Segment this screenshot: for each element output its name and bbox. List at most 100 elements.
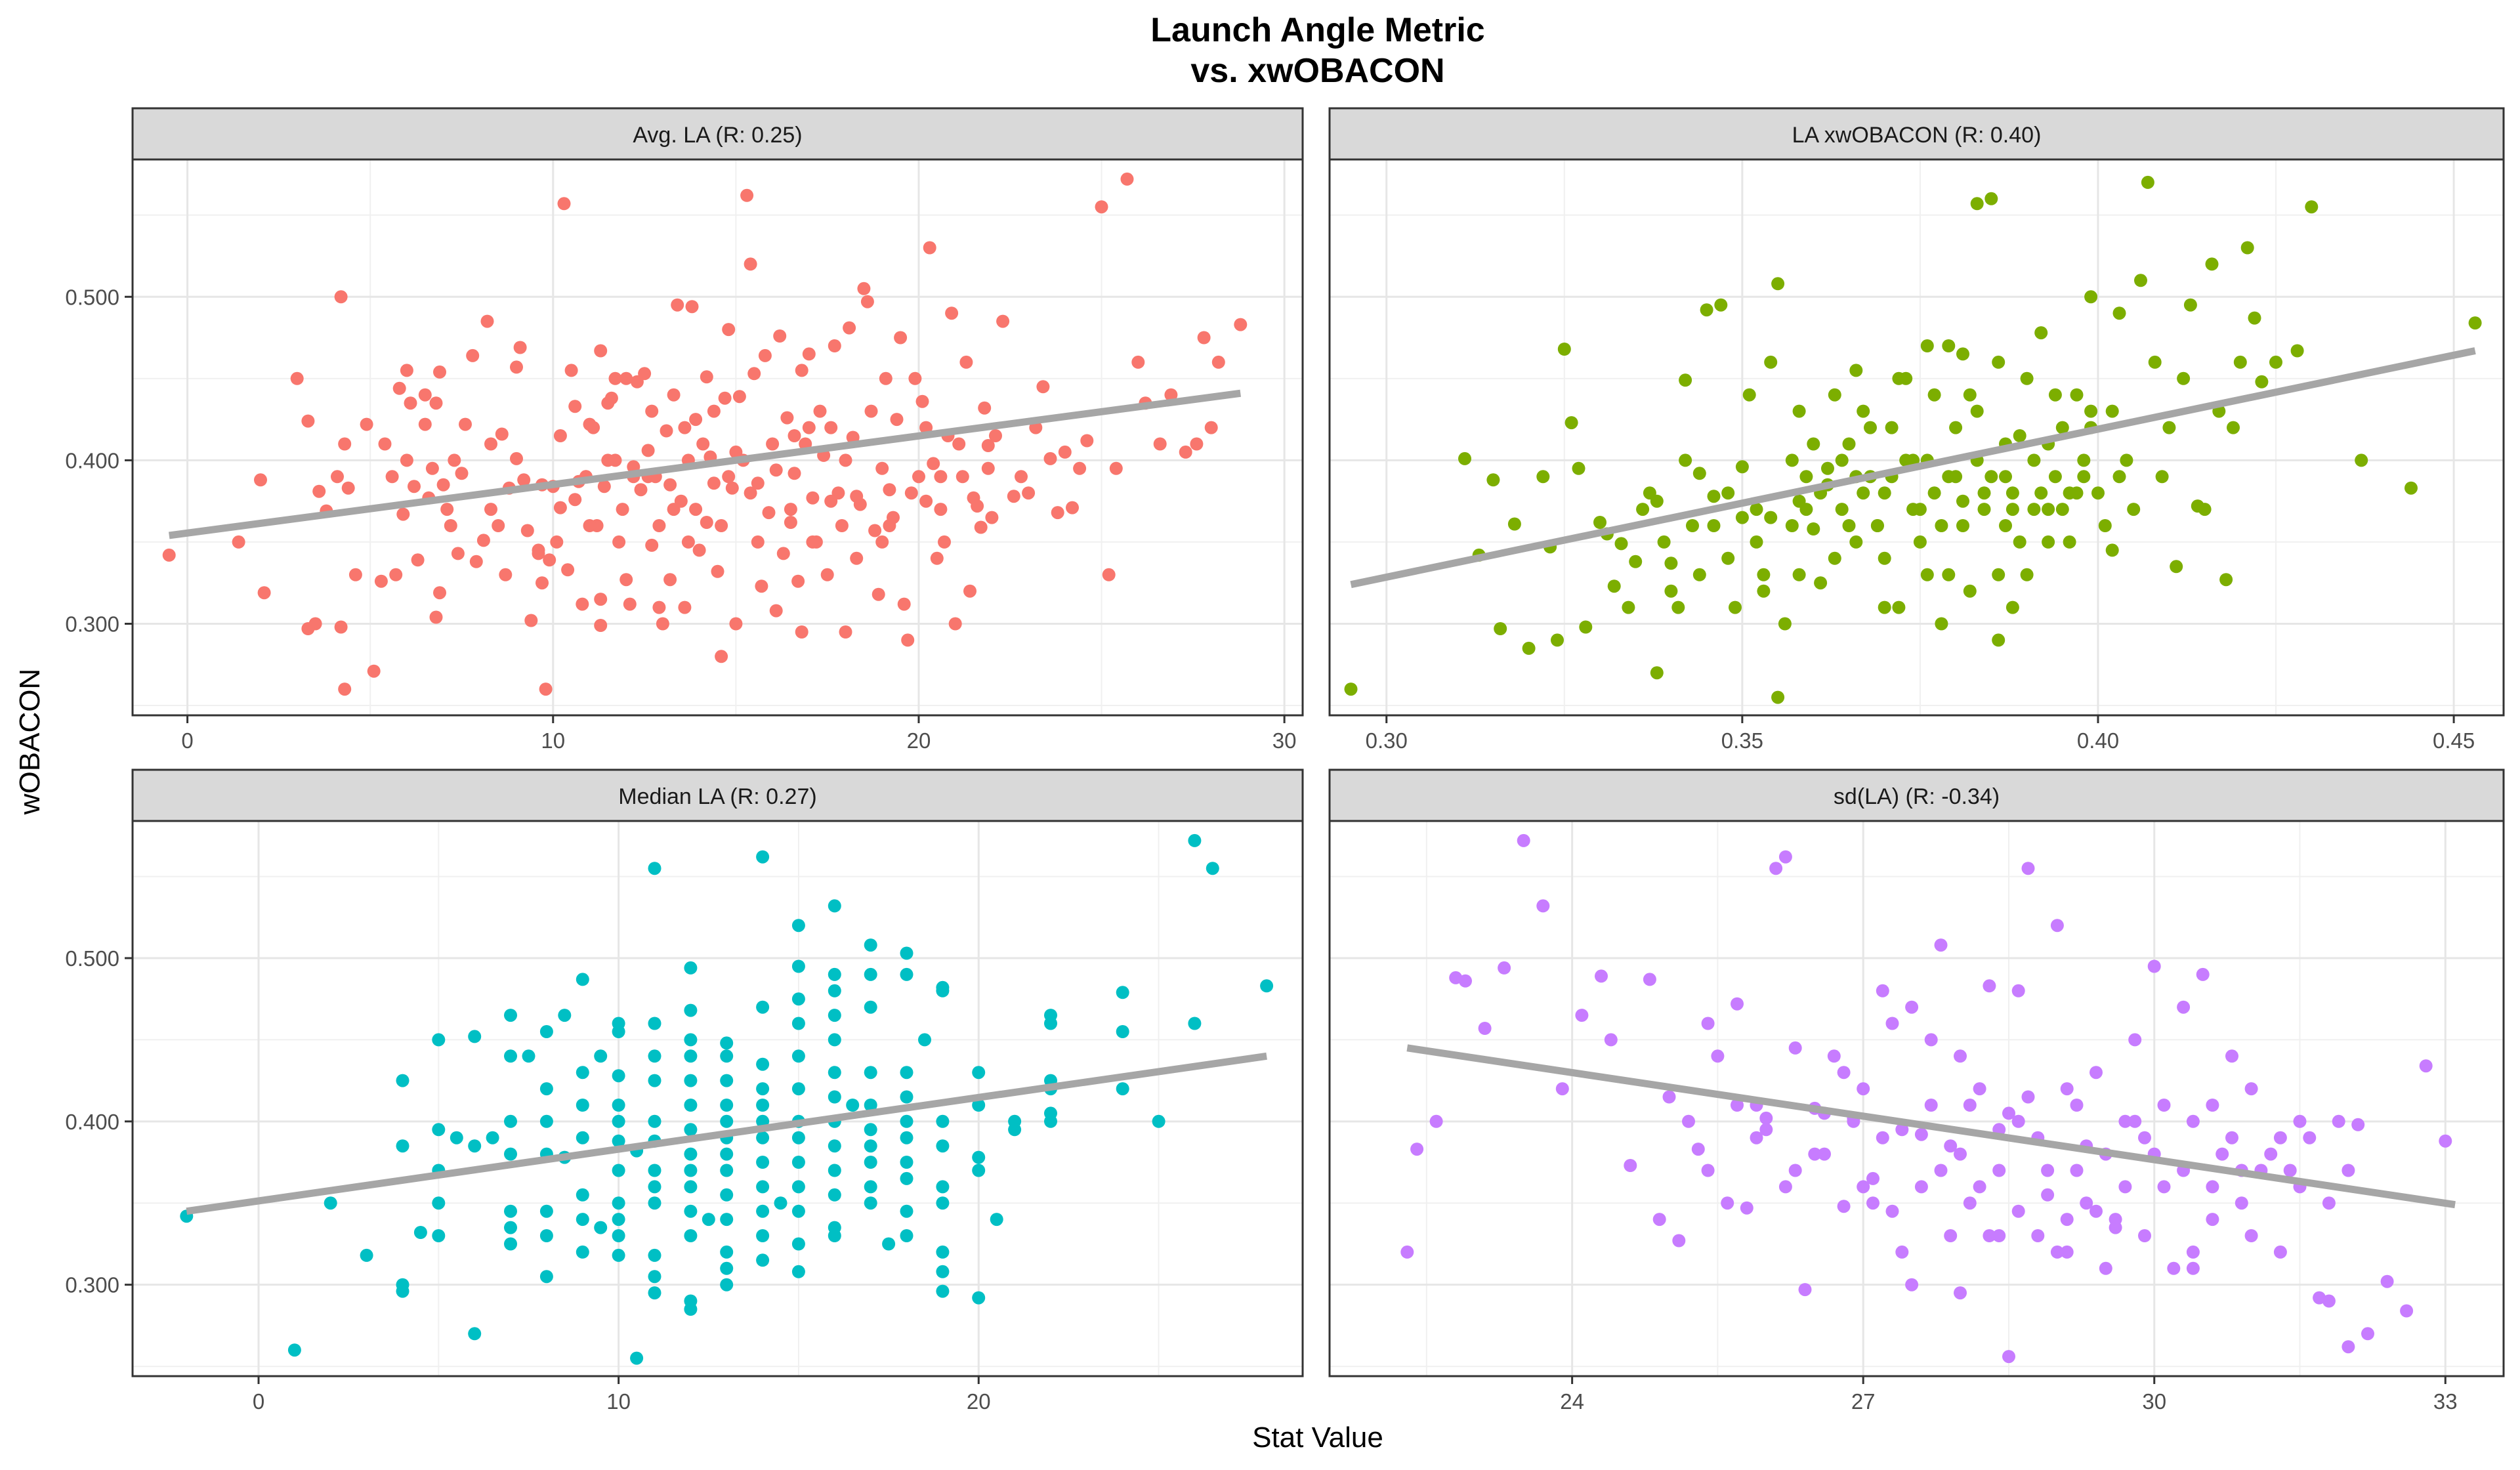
data-point: [648, 1017, 662, 1030]
data-point: [418, 388, 432, 402]
data-point: [883, 519, 896, 532]
data-point: [444, 519, 457, 532]
data-point: [1977, 503, 1991, 516]
data-point: [2077, 453, 2091, 467]
data-point: [2013, 535, 2026, 549]
data-point: [1992, 1229, 2006, 1242]
data-point: [2273, 1245, 2287, 1259]
facet-panel-1: Avg. LA (R: 0.25) 0 10 20 30 0.300 0.400 0.500: [65, 107, 1304, 753]
data-point: [1944, 1229, 1958, 1242]
data-point: [729, 617, 743, 631]
data-point: [720, 1074, 734, 1087]
data-point: [1956, 494, 1969, 508]
data-point: [864, 967, 877, 981]
data-point: [936, 1245, 950, 1259]
data-point: [504, 1009, 517, 1022]
data-point: [2183, 298, 2197, 312]
data-point: [791, 919, 805, 933]
data-point: [2216, 1147, 2229, 1161]
data-point: [1735, 460, 1749, 474]
data-point: [612, 1213, 625, 1227]
data-point: [466, 348, 480, 362]
data-point: [385, 470, 399, 484]
data-point: [543, 553, 556, 567]
data-point: [1983, 979, 1996, 993]
data-point: [1188, 833, 1202, 847]
data-point: [1095, 200, 1108, 214]
data-point: [1131, 355, 1145, 369]
data-point: [684, 1074, 698, 1087]
data-point: [1973, 1082, 1986, 1096]
data-point: [2148, 355, 2162, 369]
data-point: [564, 364, 578, 377]
data-point: [334, 290, 348, 304]
data-point: [1494, 622, 1507, 635]
data-point: [936, 1114, 950, 1128]
data-point: [2034, 486, 2048, 500]
data-point: [1657, 535, 1671, 549]
data-point: [1116, 1025, 1129, 1038]
data-point: [568, 400, 582, 413]
data-point: [1536, 899, 1550, 913]
panel-border: [131, 820, 1304, 1377]
data-point: [524, 614, 538, 627]
chart-title-line-2: vs. xwOBACON: [1190, 52, 1444, 90]
data-point: [1073, 461, 1087, 475]
data-point: [684, 1180, 698, 1194]
data-point: [671, 298, 684, 312]
data-point: [1954, 1049, 1967, 1063]
data-point: [1935, 617, 1948, 631]
data-point: [1857, 404, 1870, 418]
data-point: [663, 478, 677, 492]
data-point: [900, 1229, 914, 1242]
data-point: [2013, 429, 2026, 442]
panel-background: [1330, 159, 2504, 715]
data-point: [725, 481, 739, 495]
data-point: [1692, 568, 1706, 581]
data-point: [2011, 984, 2025, 998]
data-point: [824, 494, 838, 508]
data-point: [791, 1156, 805, 1169]
data-point: [1927, 388, 1941, 402]
data-point: [1924, 1033, 1938, 1047]
data-point: [504, 1221, 517, 1234]
data-point: [879, 371, 892, 385]
data-point: [459, 417, 472, 431]
data-point: [1036, 380, 1050, 394]
data-point: [1614, 537, 1628, 551]
data-point: [900, 1090, 914, 1104]
data-point: [1234, 318, 1248, 331]
data-point: [934, 503, 948, 516]
data-point: [612, 1196, 625, 1210]
data-point: [936, 984, 950, 998]
x-tick-label: 0.40: [2077, 728, 2119, 753]
data-point: [702, 1213, 715, 1227]
data-point: [594, 1049, 608, 1063]
data-point: [232, 535, 245, 549]
data-point: [374, 574, 388, 588]
data-point: [756, 1057, 770, 1071]
chart-title-line-1: Launch Angle Metric: [1150, 11, 1484, 49]
data-point: [820, 568, 834, 581]
data-point: [684, 1229, 698, 1242]
data-point: [769, 604, 783, 618]
data-point: [857, 282, 871, 295]
data-point: [418, 417, 432, 431]
data-point: [2255, 375, 2269, 388]
data-point: [938, 535, 951, 549]
data-point: [616, 503, 629, 516]
data-point: [468, 1030, 482, 1043]
data-point: [312, 484, 326, 498]
data-point: [788, 429, 801, 442]
data-point: [1992, 568, 2006, 581]
data-point: [930, 551, 944, 565]
data-point: [780, 411, 794, 425]
data-point: [1942, 568, 1956, 581]
data-point: [1682, 1114, 1695, 1128]
data-point: [2283, 1164, 2297, 1177]
data-point: [612, 1134, 625, 1148]
data-point: [648, 1196, 662, 1210]
data-point: [1798, 1283, 1812, 1297]
data-point: [2020, 568, 2034, 581]
